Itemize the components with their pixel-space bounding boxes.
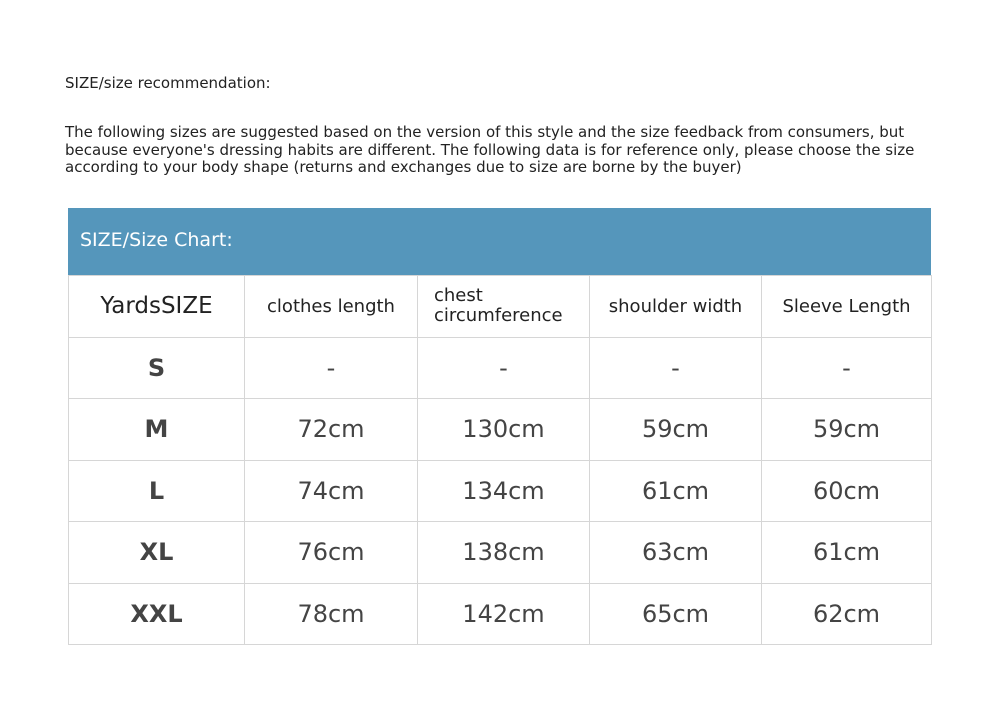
table-cell: - (417, 336, 590, 399)
table-cell: 138cm (417, 521, 590, 584)
table-cell: 78cm (244, 582, 418, 645)
table-row: M 72cm 130cm 59cm 59cm (68, 398, 932, 461)
table-cell: 62cm (761, 582, 932, 645)
table-cell: 61cm (589, 459, 762, 522)
size-note: The following sizes are suggested based … (65, 123, 915, 176)
table-cell: 63cm (589, 521, 762, 584)
size-chart: SIZE/Size Chart: YardsSIZE clothes length… (68, 208, 932, 645)
table-cell: XXL (68, 582, 245, 645)
table-cell: - (244, 336, 418, 399)
size-table: YardsSIZE clothes length chest circumferen… (68, 275, 932, 645)
table-cell: 142cm (417, 582, 590, 645)
table-cell: 76cm (244, 521, 418, 584)
table-cell: - (761, 336, 932, 399)
table-cell: 61cm (761, 521, 932, 584)
column-header: chest circumference (417, 275, 590, 338)
table-row: XL 76cm 138cm 63cm 61cm (68, 521, 932, 584)
column-header: Sleeve Length (761, 275, 932, 338)
table-cell: 59cm (761, 398, 932, 461)
table-row: L 74cm 134cm 61cm 60cm (68, 459, 932, 522)
column-header: clothes length (244, 275, 418, 338)
table-cell: 130cm (417, 398, 590, 461)
column-header: shoulder width (589, 275, 762, 338)
table-cell: XL (68, 521, 245, 584)
header-row: YardsSIZE clothes length chest circumferen… (68, 275, 932, 338)
table-cell: - (589, 336, 762, 399)
table-cell: 74cm (244, 459, 418, 522)
table-cell: 134cm (417, 459, 590, 522)
table-row: S---- (68, 336, 932, 399)
table-row: XXL 78cm 142cm 65cm 62cm (68, 582, 932, 645)
column-header: YardsSIZE (68, 275, 245, 338)
table-cell: S (68, 336, 245, 399)
size-chart-title: SIZE/Size Chart: (68, 208, 931, 275)
table-cell: 59cm (589, 398, 762, 461)
table-cell: 72cm (244, 398, 418, 461)
table-cell: L (68, 459, 245, 522)
size-recommendation-heading: SIZE/size recommendation: (65, 74, 271, 92)
table-cell: M (68, 398, 245, 461)
table-cell: 60cm (761, 459, 932, 522)
table-cell: 65cm (589, 582, 762, 645)
